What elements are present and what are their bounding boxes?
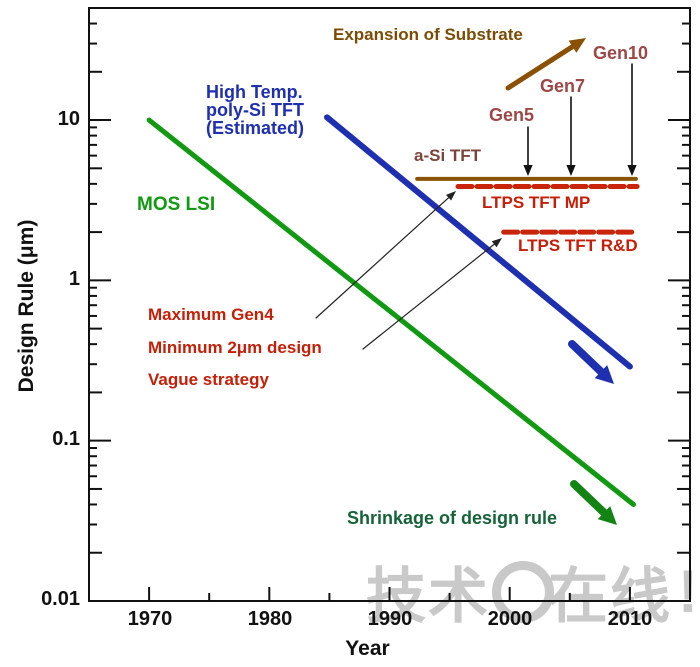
minimum-2um-design-label: Minimum 2μm design: [148, 338, 322, 357]
y-tick-label-0.1: 0.1: [52, 428, 80, 450]
x-tick-label-1980: 1980: [247, 608, 293, 630]
vague-strategy-label: Vague strategy: [148, 370, 269, 389]
mindesign-pointer-arrow: [362, 243, 495, 350]
expansion-arrow-head: [568, 38, 586, 53]
maximum-gen4-label: Maximum Gen4: [148, 305, 274, 324]
gen7-pointer-arrow-head: [566, 165, 576, 176]
expansion-arrow: [505, 44, 576, 91]
ltps-tft-rd-label: LTPS TFT R&D: [518, 236, 638, 255]
x-tick-label-2010: 2010: [607, 608, 653, 630]
x-tick-label-1970: 1970: [127, 608, 173, 630]
x-tick-label-1990: 1990: [367, 608, 413, 630]
watermark: 技术 在线!: [366, 548, 700, 635]
blue-trend-arrow: [568, 340, 605, 376]
watermark-circle-logo-icon: [492, 560, 554, 623]
watermark-exclamation: !: [678, 558, 700, 625]
gen10-pointer-arrow-head: [627, 165, 637, 176]
green-trend-arrow-head: [597, 506, 617, 525]
a-si-tft-label: a-Si TFT: [414, 146, 482, 165]
high-temp-poly-si-label: High Temp. poly-Si TFT (Estimated): [206, 82, 305, 138]
y-tick-label-10: 10: [57, 108, 80, 130]
ltps-tft-mp-label: LTPS TFT MP: [482, 193, 591, 212]
x-axis-title: Year: [345, 637, 390, 660]
y-axis-title: Design Rule (μm): [14, 219, 38, 393]
series-line-mos-lsi: [146, 117, 637, 507]
series-line-high-temp-poly-si-tft-estimated-: [323, 114, 633, 370]
gen5-pointer-arrow-head: [523, 165, 533, 176]
expansion-of-substrate-label: Expansion of Substrate: [333, 25, 523, 44]
shrinkage-of-design-rule-label: Shrinkage of design rule: [347, 508, 558, 528]
x-tick-label-2000: 2000: [487, 608, 533, 630]
maxgen4-pointer-arrow-head: [446, 191, 456, 201]
maxgen4-pointer-arrow: [315, 197, 450, 319]
mindesign-pointer-arrow-head: [491, 238, 502, 248]
green-trend-arrow: [570, 480, 608, 517]
gen10-label: Gen10: [593, 43, 649, 63]
watermark-text-left: 技术: [366, 563, 490, 630]
watermark-text-right: 在线: [548, 563, 672, 630]
gen5-label: Gen5: [489, 105, 535, 125]
y-tick-label-1: 1: [68, 268, 80, 290]
y-tick-label-0.01: 0.01: [41, 588, 80, 610]
blue-trend-arrow-head: [594, 365, 614, 384]
gen7-label: Gen7: [540, 76, 586, 96]
mos-lsi-label: MOS LSI: [137, 194, 216, 215]
